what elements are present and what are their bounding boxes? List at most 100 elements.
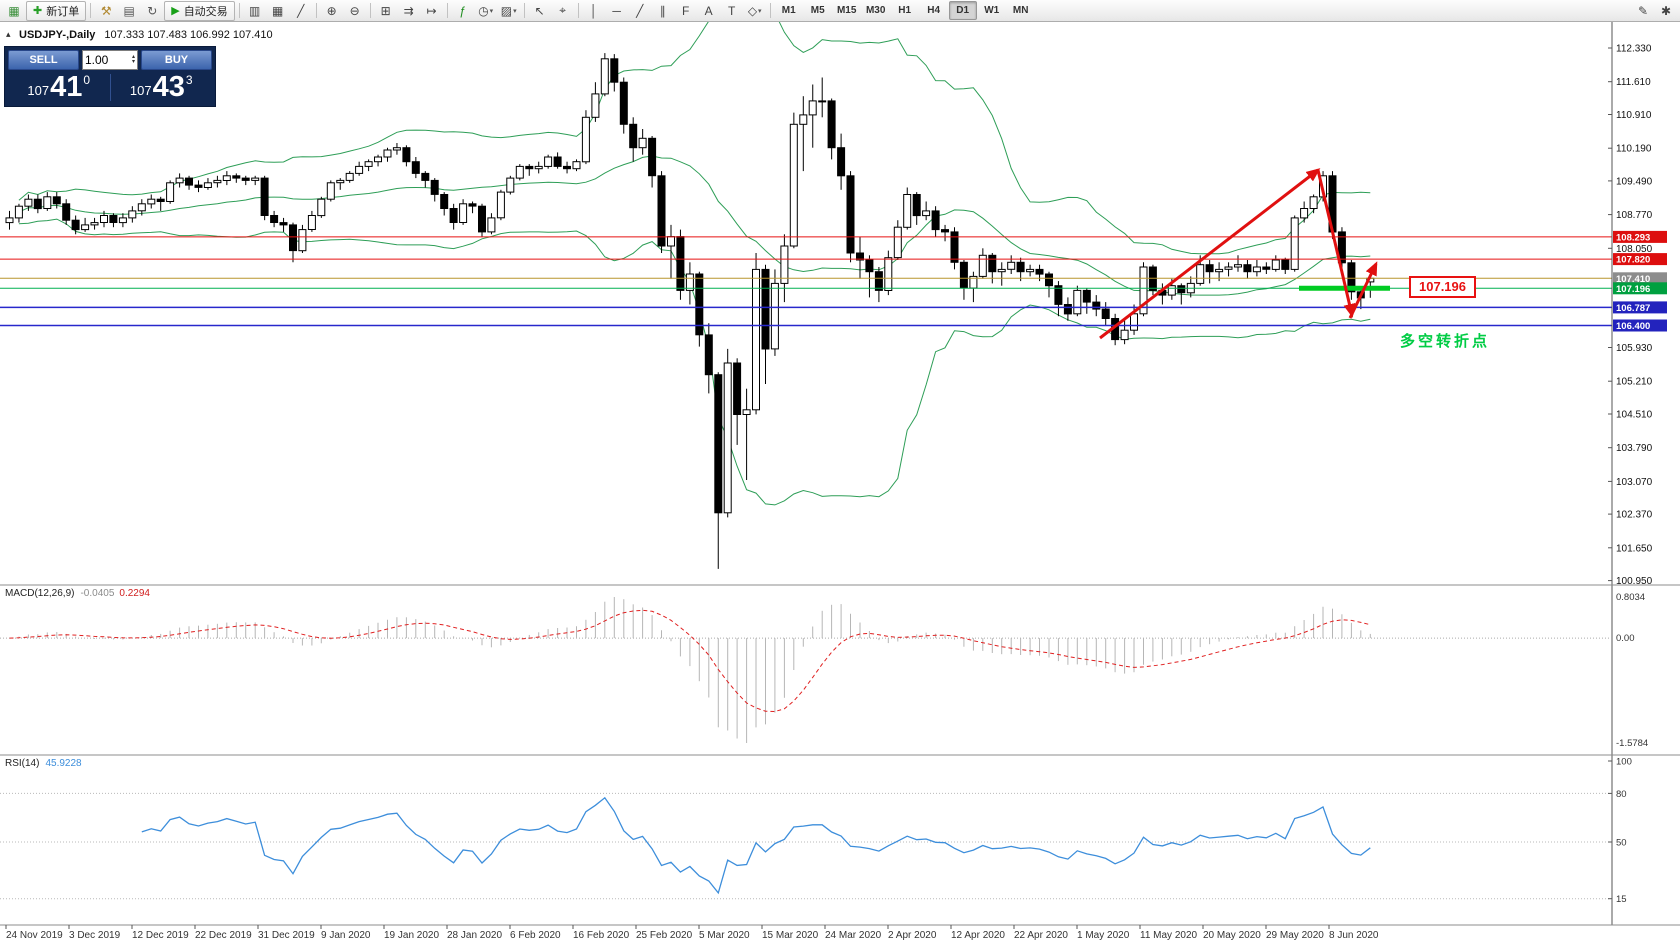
svg-text:29 May 2020: 29 May 2020 [1266, 930, 1324, 941]
rsi-name: RSI(14) [5, 758, 40, 769]
svg-text:1 May 2020: 1 May 2020 [1077, 930, 1130, 941]
svg-text:107.410: 107.410 [1616, 274, 1650, 285]
vline-icon[interactable]: │ [589, 3, 598, 18]
bar-chart-icon[interactable]: ▥ [249, 3, 261, 18]
chart-title: USDJPY-,Daily 107.333 107.483 106.992 107… [19, 29, 273, 41]
line-chart-icon[interactable]: ╱ [297, 3, 305, 18]
tile-windows-icon[interactable]: ⊞ [380, 3, 391, 18]
toolbar-separator [315, 3, 317, 18]
metaeditor-icon[interactable]: ⚒ [100, 3, 112, 18]
svg-text:0.00: 0.00 [1616, 633, 1635, 644]
macd-panel: 0.8034 0.00 -1.5784 [0, 592, 1648, 749]
pencil-icon[interactable]: ✎ [1637, 3, 1649, 18]
profiles-icon[interactable]: ▤ [123, 3, 135, 18]
svg-text:15: 15 [1616, 894, 1627, 905]
shapes-icon[interactable]: ◇ ▾ [747, 3, 762, 18]
candles [5, 53, 1375, 569]
svg-text:31 Dec 2019: 31 Dec 2019 [258, 930, 315, 941]
sell-price-figure: 107 [27, 83, 50, 98]
buy-price[interactable]: 107 43 3 [111, 72, 213, 103]
panel-dividers[interactable] [0, 584, 1680, 926]
lot-down-button[interactable]: ▾ [131, 59, 135, 65]
svg-text:102.370: 102.370 [1616, 510, 1653, 521]
indicators-icon[interactable]: ƒ [459, 3, 467, 18]
buy-button[interactable]: BUY [141, 50, 212, 70]
zoom-out-icon[interactable]: ⊖ [349, 3, 360, 18]
new-order-button[interactable]: ✚ 新订单 [26, 0, 87, 21]
svg-text:104.510: 104.510 [1616, 410, 1653, 421]
autotrade-button-icon: ▶ [171, 5, 180, 17]
toolbar-separator [577, 3, 579, 18]
dropdown-arrow-icon: ▾ [758, 7, 762, 15]
zoom-in-icon[interactable]: ⊕ [326, 3, 337, 18]
rsi-label: RSI(14) 45.9228 [5, 758, 82, 769]
toolbar: ▦ ✚ 新订单 ⚒ ▤ ↻ ▶ 自动交易 ▥ ▦ ╱ ⊕ ⊖ ⊞ ⇉ ↦ ƒ ◷ ▾ ▨ ▾ ↖ ⌖ │ ─ ╱ ∥ F A T ◇ ▾ M1 M… [0, 0, 1680, 22]
autoscroll-icon[interactable]: ⇉ [403, 3, 414, 18]
svg-text:25 Feb 2020: 25 Feb 2020 [636, 930, 693, 941]
styler-icon[interactable]: ✱ [1660, 3, 1672, 18]
lot-value[interactable]: 1.00 [85, 53, 109, 67]
lot-up-button[interactable]: ▴ [131, 54, 135, 60]
fibonacci-icon[interactable]: F [682, 3, 690, 18]
candlestick-icon[interactable]: ▦ [272, 3, 284, 18]
svg-text:109.490: 109.490 [1616, 176, 1653, 187]
svg-text:103.790: 103.790 [1616, 443, 1653, 454]
dropdown-arrow-icon: ▾ [513, 7, 517, 15]
trendline-icon[interactable]: ╱ [636, 3, 644, 18]
bollinger-bands [18, 0, 1371, 506]
periods-icon[interactable]: ◷ ▾ [478, 3, 494, 18]
rsi-panel: 100 80 50 15 [0, 757, 1632, 905]
timeframe-m5[interactable]: M5 [810, 5, 825, 16]
cursor-icon[interactable]: ↖ [534, 3, 545, 18]
timeframe-h4[interactable]: H4 [927, 5, 941, 16]
channel-icon[interactable]: ∥ [659, 3, 666, 18]
timeframe-mn[interactable]: MN [1012, 5, 1029, 16]
timeframe-w1[interactable]: W1 [984, 5, 1000, 16]
lot-size-input[interactable]: 1.00 ▴ ▾ [82, 50, 138, 70]
svg-text:101.650: 101.650 [1616, 543, 1653, 554]
svg-text:100.950: 100.950 [1616, 576, 1653, 587]
timeframe-m30[interactable]: M30 [865, 5, 886, 16]
svg-text:19 Jan 2020: 19 Jan 2020 [384, 930, 439, 941]
chart-shift-icon[interactable]: ↦ [426, 3, 437, 18]
svg-text:5 Mar 2020: 5 Mar 2020 [699, 930, 750, 941]
ohlc-values: 107.333 107.483 106.992 107.410 [104, 29, 273, 41]
sell-price-big: 41 [50, 71, 83, 104]
time-axis: 24 Nov 2019 3 Dec 2019 12 Dec 2019 22 Dec 2… [5, 925, 1379, 941]
dropdown-arrow-icon: ▾ [489, 7, 494, 15]
svg-text:22 Dec 2019: 22 Dec 2019 [195, 930, 252, 941]
svg-text:108.770: 108.770 [1616, 210, 1653, 221]
text-icon[interactable]: A [704, 3, 713, 18]
price-tag[interactable]: 107.196 [1409, 276, 1476, 298]
sell-price[interactable]: 107 41 0 [8, 72, 110, 103]
label-icon[interactable]: T [728, 3, 736, 18]
sell-button[interactable]: SELL [8, 50, 79, 70]
svg-text:11 May 2020: 11 May 2020 [1140, 930, 1198, 941]
svg-text:0.8034: 0.8034 [1616, 592, 1645, 603]
one-click-panel-toggle[interactable]: ▴ [6, 29, 11, 39]
templates-icon[interactable]: ▨ ▾ [500, 3, 517, 18]
hline-icon[interactable]: ─ [612, 3, 621, 18]
price-divider [109, 74, 111, 101]
lot-spinner[interactable]: ▴ ▾ [131, 54, 135, 65]
rsi-value: 45.9228 [45, 758, 82, 769]
trend-annotations[interactable] [1099, 168, 1390, 340]
svg-text:16 Feb 2020: 16 Feb 2020 [573, 930, 630, 941]
timeframe-m15[interactable]: M15 [836, 5, 857, 16]
svg-text:107.820: 107.820 [1616, 255, 1650, 266]
trend-arrow [1099, 168, 1321, 340]
autotrade-button[interactable]: ▶ 自动交易 [164, 0, 235, 21]
svg-text:106.400: 106.400 [1616, 321, 1650, 332]
refresh-icon[interactable]: ↻ [147, 3, 158, 18]
svg-text:3 Dec 2019: 3 Dec 2019 [69, 930, 121, 941]
timeframe-d1[interactable]: D1 [948, 1, 977, 20]
timeframe-h1[interactable]: H1 [898, 5, 912, 16]
svg-text:6 Feb 2020: 6 Feb 2020 [510, 930, 561, 941]
toolbar-separator [369, 3, 371, 18]
timeframe-m1[interactable]: M1 [781, 5, 796, 16]
svg-text:100: 100 [1616, 757, 1632, 768]
crosshair-icon[interactable]: ⌖ [559, 3, 567, 17]
toolbar-separator [523, 3, 525, 18]
terminal-chart-icon[interactable]: ▦ [8, 3, 20, 18]
